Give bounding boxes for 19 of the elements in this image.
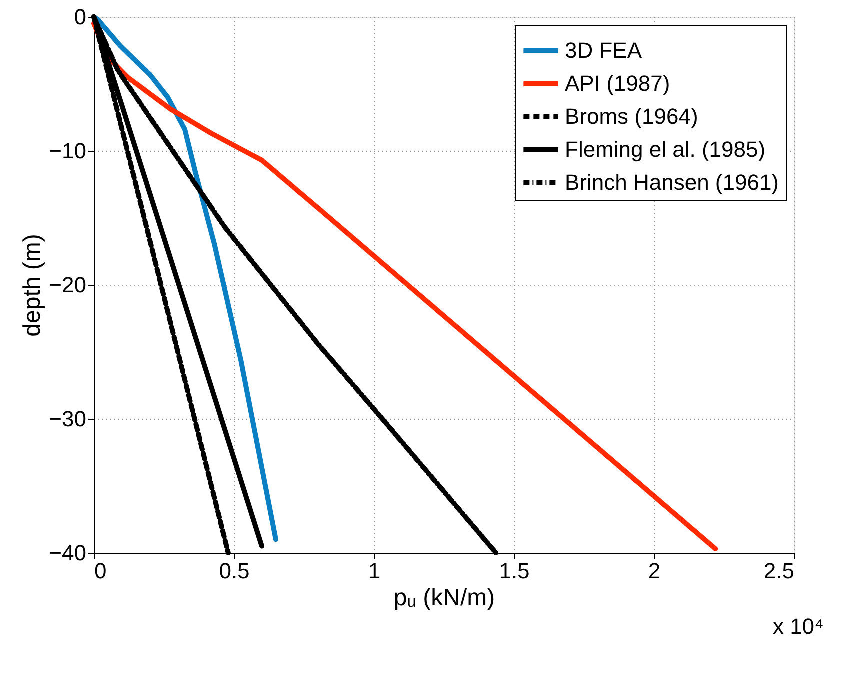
y-tick-label: −20 xyxy=(49,272,86,298)
x-tick-label: 1.5 xyxy=(499,558,530,584)
y-tick-label: −30 xyxy=(49,406,86,432)
y-axis-title: depth (m) xyxy=(19,234,46,337)
y-tick-label: −10 xyxy=(49,138,86,164)
x-axis-title: pᵤ (kN/m) xyxy=(394,584,496,612)
x-tick-label: 0 xyxy=(94,558,107,584)
y-tick-label: −40 xyxy=(49,540,86,566)
text: x 10⁴ xyxy=(772,614,824,639)
x-tick-label: 2.5 xyxy=(764,558,794,584)
x-tick-label: 2 xyxy=(648,558,661,584)
x-tick-label: 0.5 xyxy=(219,558,250,584)
legend-label: API (1987) xyxy=(565,71,670,96)
y-tick-label: 0 xyxy=(74,4,86,30)
x-tick-label: 1 xyxy=(368,558,381,584)
legend-label: 3D FEA xyxy=(565,38,642,63)
legend-label: Brinch Hansen (1961) xyxy=(565,170,780,195)
legend-label: Fleming el al. (1985) xyxy=(565,137,766,162)
legend-label: Broms (1964) xyxy=(565,104,698,129)
